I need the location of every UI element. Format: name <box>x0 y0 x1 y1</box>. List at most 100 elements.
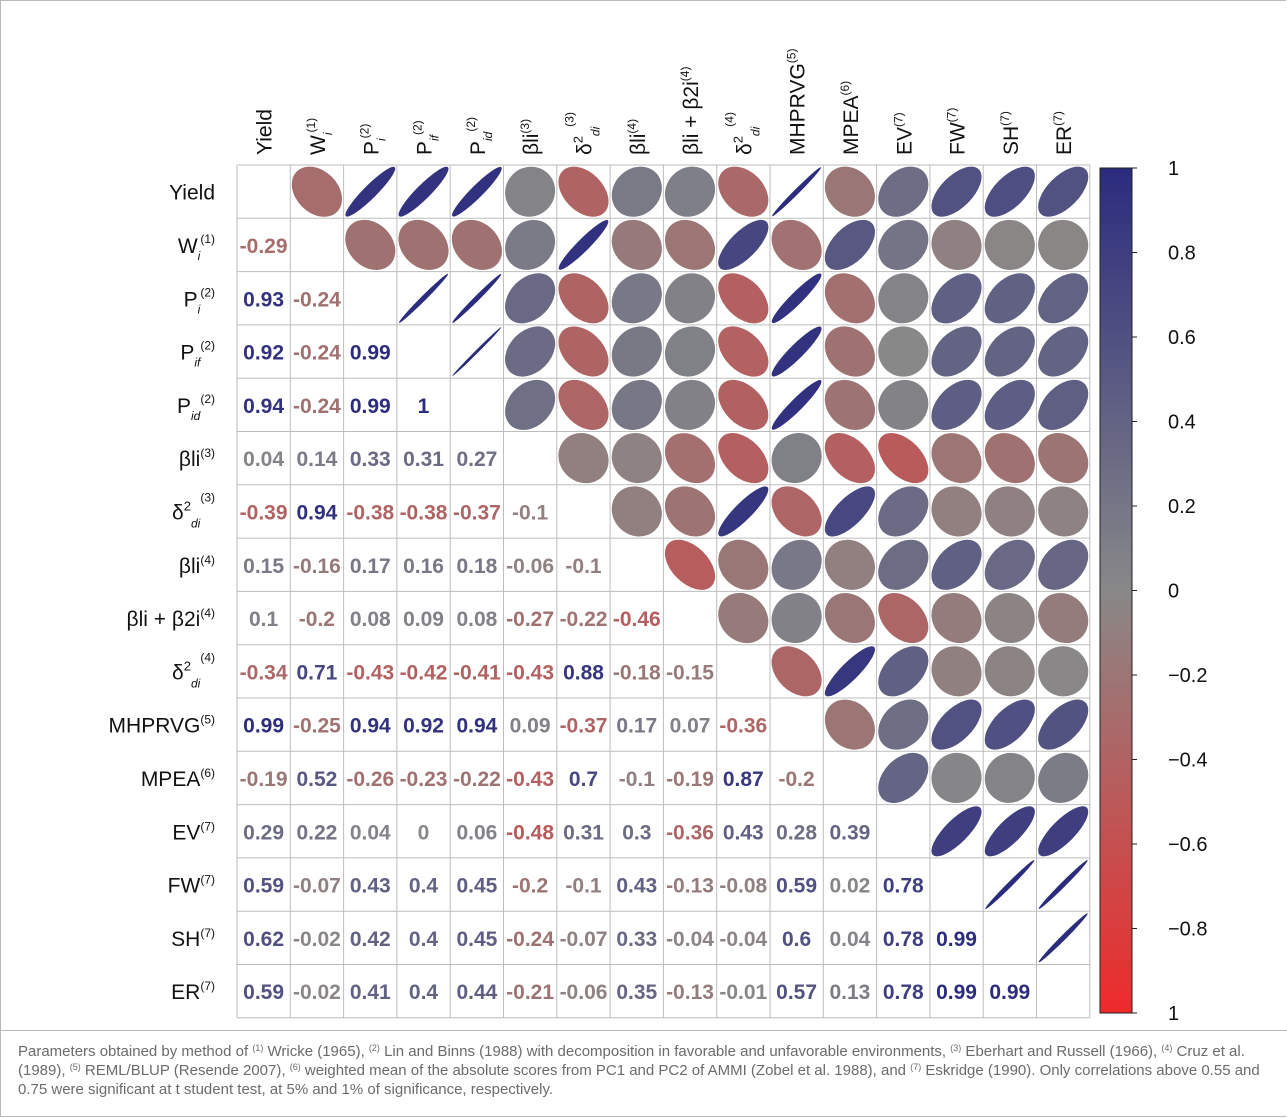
row-label: Pi(2) <box>184 285 215 316</box>
corr-ellipse <box>931 273 982 324</box>
corr-ellipse <box>984 166 1035 217</box>
corr-value: -0.24 <box>293 342 341 365</box>
corr-ellipse <box>718 166 769 217</box>
corr-ellipse <box>771 273 822 324</box>
corr-value: 0.08 <box>350 608 391 631</box>
corr-value: 0.59 <box>776 875 817 898</box>
corr-ellipse <box>984 433 1035 484</box>
corr-ellipse <box>451 219 502 270</box>
corr-ellipse <box>824 433 875 484</box>
corr-value: 1 <box>418 395 430 418</box>
corr-value: -0.04 <box>666 928 714 951</box>
corr-ellipse <box>1038 699 1089 750</box>
column-labels: Yield Wi(1) Pi(2) Pif(2) Pid(2) βli(3) δ2di(3)… <box>254 49 1077 155</box>
corr-ellipse <box>824 539 875 590</box>
row-label: βli + β2i(4) <box>127 606 215 631</box>
corr-ellipse <box>1038 913 1088 963</box>
corr-value: 0.17 <box>350 555 391 578</box>
corr-ellipse <box>824 273 875 324</box>
corr-ellipse <box>664 166 716 217</box>
corr-ellipse <box>718 379 769 430</box>
corr-ellipse <box>771 486 822 537</box>
correlogram: -0.29 0.93 -0.24 0.92 -0.24 0.99 0.94 -0.24 0.99… <box>109 49 1208 1025</box>
corr-ellipse <box>611 166 662 217</box>
corr-ellipse <box>878 486 929 537</box>
corr-value: 0.07 <box>670 715 711 738</box>
corr-ellipse <box>1038 273 1089 324</box>
corr-value: -0.01 <box>719 981 767 1004</box>
corr-ellipse <box>1038 646 1089 697</box>
corr-ellipse <box>1038 752 1089 803</box>
corr-value: 0.42 <box>350 928 391 951</box>
corr-ellipse <box>984 646 1035 697</box>
corr-ellipse <box>1038 539 1089 590</box>
corr-ellipse <box>611 433 662 484</box>
corr-value: 0.99 <box>989 981 1030 1004</box>
corr-value: 0.4 <box>409 875 439 898</box>
corr-ellipse <box>824 646 875 697</box>
corr-value: -0.22 <box>453 768 501 791</box>
corr-value: 0.92 <box>403 715 444 738</box>
corr-value: -0.29 <box>240 235 288 258</box>
corr-value: -0.2 <box>299 608 335 631</box>
corr-ellipse <box>664 273 716 324</box>
corr-ellipse <box>1038 486 1089 537</box>
corr-value: 0.04 <box>829 928 870 951</box>
corr-value: 0.4 <box>409 928 439 951</box>
corr-value: -0.04 <box>719 928 767 951</box>
column-label: βli + β2i(4) <box>678 67 703 155</box>
corr-value: -0.13 <box>666 875 714 898</box>
corr-ellipse <box>505 326 556 377</box>
row-label: MPEA(6) <box>141 766 215 791</box>
corr-ellipse <box>718 273 769 324</box>
corr-value: 0.93 <box>243 288 284 311</box>
corr-ellipse <box>558 379 609 430</box>
corr-ellipse <box>398 219 449 270</box>
corr-value: 0.13 <box>829 981 870 1004</box>
colorbar: 1 0.8 0.6 0.4 0.2 0 −0.2 −0.4 −0.6 −0.8 1 <box>1099 158 1207 1025</box>
corr-ellipse <box>878 592 929 644</box>
corr-ellipse <box>931 486 982 537</box>
corr-value: 0.78 <box>883 875 924 898</box>
corr-value: -0.26 <box>346 768 394 791</box>
column-label: EV(7) <box>891 112 916 155</box>
corr-ellipse <box>452 273 502 323</box>
corr-ellipse <box>718 486 769 537</box>
corr-ellipse <box>505 379 556 430</box>
colorbar-tick-label: 1 <box>1168 158 1179 180</box>
corr-value: 0.18 <box>456 555 497 578</box>
corr-ellipse <box>664 433 716 484</box>
colorbar-tick-label: 1 <box>1168 1003 1179 1025</box>
caption: Parameters obtained by method of (1) Wri… <box>18 1043 1260 1098</box>
corr-value: 0.43 <box>616 875 657 898</box>
corr-value: -0.43 <box>506 661 554 684</box>
corr-ellipse <box>718 592 769 644</box>
row-label: Yield <box>169 182 215 205</box>
corr-value: -0.21 <box>506 981 554 1004</box>
corr-value: 0.31 <box>563 821 604 844</box>
row-label: βli(3) <box>179 446 215 471</box>
corr-value: -0.38 <box>346 502 394 525</box>
corr-ellipse <box>931 806 982 857</box>
corr-value: -0.39 <box>240 502 288 525</box>
corr-ellipse <box>984 806 1035 857</box>
corr-ellipse <box>611 379 662 430</box>
colorbar-tick-label: −0.4 <box>1168 750 1207 772</box>
column-label: MHPRVG(5) <box>785 49 810 155</box>
corr-ellipse <box>984 273 1035 324</box>
column-label: Wi(1) <box>304 118 335 155</box>
corr-value: -0.18 <box>613 661 661 684</box>
corr-ellipse <box>985 859 1035 910</box>
corr-ellipse <box>824 219 875 270</box>
corr-ellipse <box>878 379 929 430</box>
corr-value: 0.39 <box>829 821 870 844</box>
column-label: MPEA(6) <box>838 81 863 155</box>
corr-ellipse <box>824 326 875 377</box>
corr-value: 0.02 <box>829 875 870 898</box>
corr-ellipse <box>664 379 716 430</box>
row-labels: Yield Wi(1) Pi(2) Pif(2) Pid(2) βli(3) δ2di(3)… <box>109 182 215 1004</box>
corr-value: 0.92 <box>243 342 284 365</box>
corr-ellipse <box>398 166 449 217</box>
corr-ellipse <box>718 326 769 377</box>
